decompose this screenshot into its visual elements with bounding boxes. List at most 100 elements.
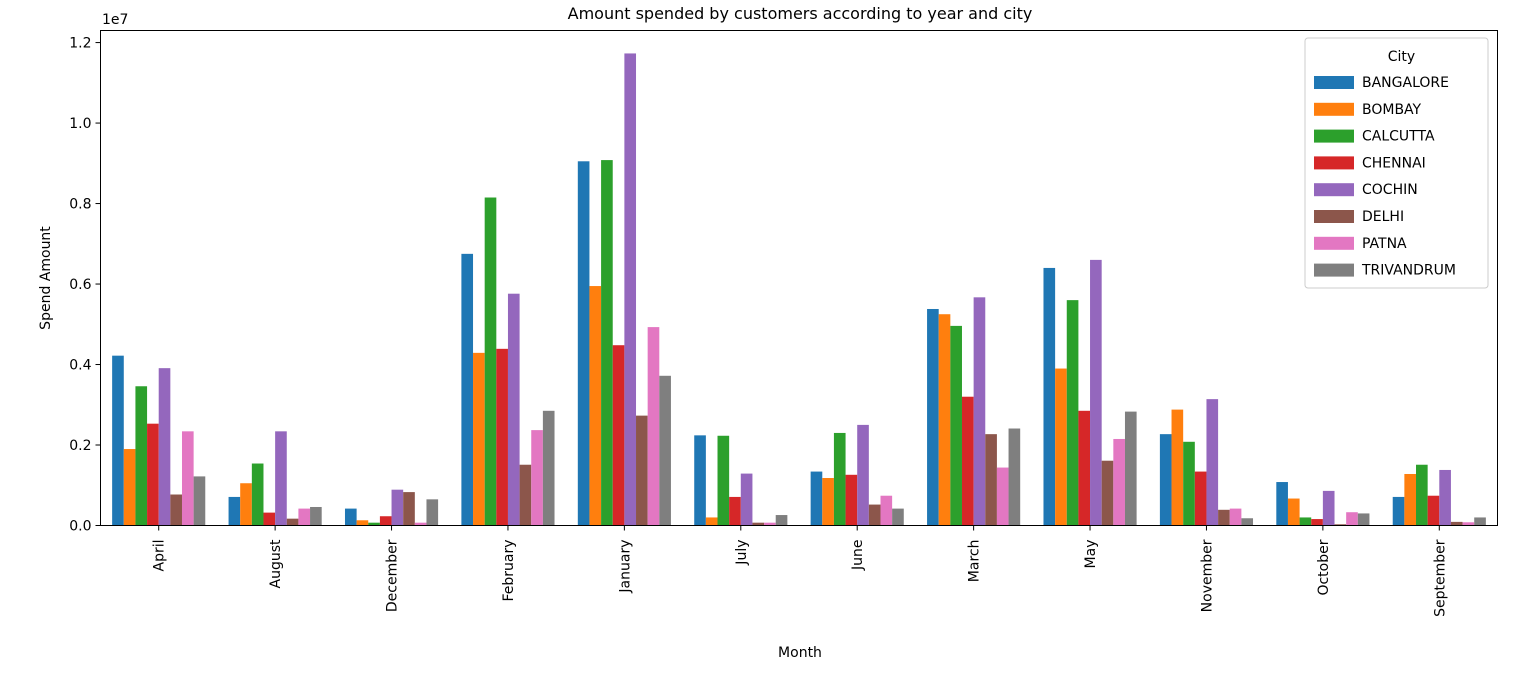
bar-delhi-november	[1218, 509, 1230, 526]
bar-chennai-june	[845, 474, 858, 526]
x-tick-label-april: April	[152, 540, 168, 572]
bar-cochin-march	[973, 297, 986, 526]
y-tick-label: 0.6	[69, 277, 91, 293]
bar-chennai-july	[729, 496, 741, 526]
x-tick-label-august: August	[268, 539, 284, 589]
legend-label-delhi: DELHI	[1362, 209, 1404, 225]
bar-cochin-october	[1322, 490, 1335, 526]
bar-chennai-august	[263, 512, 276, 526]
bar-calcutta-november	[1183, 441, 1195, 526]
x-tick-label-march: March	[967, 540, 983, 583]
legend: City BANGALORE BOMBAY CALCUTTA CHENNAI COCHIN…	[1304, 37, 1489, 289]
bar-trivandrum-september	[1474, 517, 1486, 526]
bar-cochin-august	[275, 431, 287, 526]
y-tick-label: 0.8	[69, 197, 91, 213]
legend-label-calcutta: CALCUTTA	[1362, 129, 1435, 145]
x-tick-label-september: September	[1432, 539, 1448, 617]
bar-cochin-february	[507, 293, 520, 526]
bar-delhi-october	[1334, 524, 1347, 526]
bar-chennai-february	[496, 348, 508, 526]
x-tick-label-october: October	[1316, 539, 1332, 595]
legend-label-trivandrum: TRIVANDRUM	[1361, 263, 1456, 279]
bar-calcutta-july	[717, 435, 730, 526]
x-tick-label-july: July	[734, 540, 750, 566]
bar-chennai-september	[1427, 495, 1440, 526]
bar-chennai-march	[961, 396, 974, 526]
bar-cochin-january	[624, 53, 637, 526]
bar-bombay-december	[356, 520, 369, 526]
bar-bombay-may	[1055, 368, 1067, 526]
legend-frame	[1304, 37, 1489, 289]
x-tick-label-december: December	[385, 539, 401, 612]
bar-bangalore-may	[1043, 267, 1056, 526]
bar-delhi-august	[286, 518, 299, 526]
bar-bombay-september	[1404, 473, 1417, 526]
bar-calcutta-february	[484, 197, 497, 526]
bar-delhi-december	[403, 492, 415, 526]
plot-frame	[100, 30, 1498, 526]
bar-bombay-january	[589, 286, 602, 526]
legend-swatch-calcutta	[1314, 129, 1354, 143]
bar-trivandrum-may	[1124, 411, 1137, 526]
bar-chennai-may	[1078, 410, 1091, 526]
bar-calcutta-december	[368, 522, 380, 526]
legend-swatch-cochin	[1314, 183, 1354, 197]
bar-cochin-may	[1090, 259, 1102, 526]
bar-bombay-july	[705, 517, 718, 526]
bar-calcutta-june	[833, 432, 846, 526]
bar-chennai-april	[147, 423, 159, 526]
bar-patna-june	[880, 495, 893, 526]
legend-label-cochin: COCHIN	[1362, 182, 1418, 198]
x-tick-label-may: May	[1083, 540, 1099, 569]
y-tick-label: 1.0	[69, 116, 91, 132]
bar-chennai-january	[612, 345, 625, 526]
bar-bangalore-january	[577, 161, 590, 526]
bar-trivandrum-july	[775, 515, 788, 526]
legend-label-chennai: CHENNAI	[1362, 155, 1426, 171]
bar-delhi-september	[1450, 521, 1463, 526]
bar-patna-september	[1462, 522, 1475, 526]
bar-bombay-november	[1171, 409, 1184, 526]
bar-calcutta-april	[135, 386, 148, 526]
bar-chennai-october	[1311, 519, 1323, 526]
bar-trivandrum-august	[310, 506, 322, 526]
bar-delhi-may	[1101, 460, 1114, 526]
y-ticks: 0.0 0.2 0.4 0.6 0.8 1.0 1.2	[69, 36, 101, 535]
bar-patna-january	[647, 327, 660, 526]
y-offset-label: 1e7	[102, 12, 128, 28]
bar-delhi-april	[170, 494, 182, 526]
bar-patna-march	[996, 467, 1009, 526]
bar-bangalore-april	[112, 355, 124, 526]
x-axis-label: Month	[778, 645, 822, 661]
chart-title: Amount spended by customers according to…	[568, 4, 1033, 23]
bar-cochin-december	[391, 489, 404, 526]
bar-cochin-april	[158, 368, 171, 526]
legend-swatch-bangalore	[1314, 76, 1354, 89]
x-tick-label-june: June	[850, 540, 866, 572]
x-tick-label-january: January	[617, 540, 633, 594]
legend-swatch-patna	[1314, 236, 1354, 250]
bar-patna-december	[414, 522, 427, 526]
bars-layer	[112, 53, 1486, 526]
x-tick-label-february: February	[501, 540, 517, 602]
bar-delhi-june	[868, 504, 881, 526]
bar-patna-august	[298, 508, 311, 526]
bar-bombay-june	[822, 478, 834, 526]
bar-trivandrum-march	[1008, 428, 1021, 526]
x-tick-label-november: November	[1199, 539, 1215, 612]
bar-bangalore-february	[461, 253, 474, 526]
bar-bombay-august	[240, 483, 252, 526]
bar-chennai-december	[379, 516, 392, 526]
bar-calcutta-october	[1299, 517, 1312, 526]
bar-bombay-march	[938, 314, 951, 526]
bar-bombay-april	[123, 449, 136, 526]
bar-calcutta-march	[950, 325, 962, 526]
legend-label-bombay: BOMBAY	[1362, 102, 1422, 118]
bar-trivandrum-june	[892, 508, 904, 526]
bar-delhi-february	[519, 464, 532, 526]
bar-cochin-september	[1439, 469, 1451, 526]
bar-bangalore-june	[810, 471, 823, 526]
bar-delhi-march	[985, 434, 997, 526]
y-tick-label: 0.0	[69, 519, 91, 535]
